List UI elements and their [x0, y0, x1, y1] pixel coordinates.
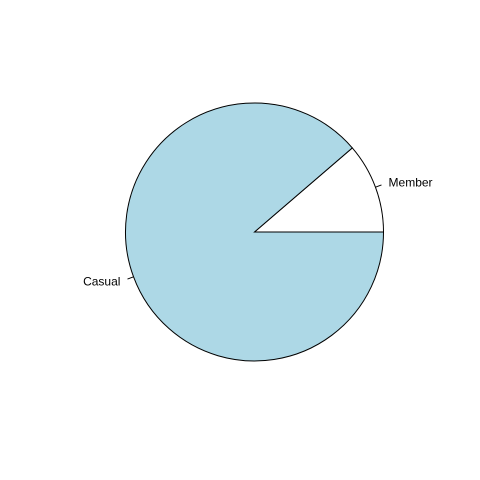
pie-slice-casual [125, 102, 385, 362]
label-tick-casual [127, 276, 134, 280]
label-tick-member [375, 184, 382, 188]
pie-slices [125, 102, 385, 362]
label-member: Member [389, 176, 433, 190]
pie-labels: Member Casual [83, 176, 432, 289]
pie-slice-member [253, 147, 385, 233]
label-casual: Casual [83, 274, 120, 288]
